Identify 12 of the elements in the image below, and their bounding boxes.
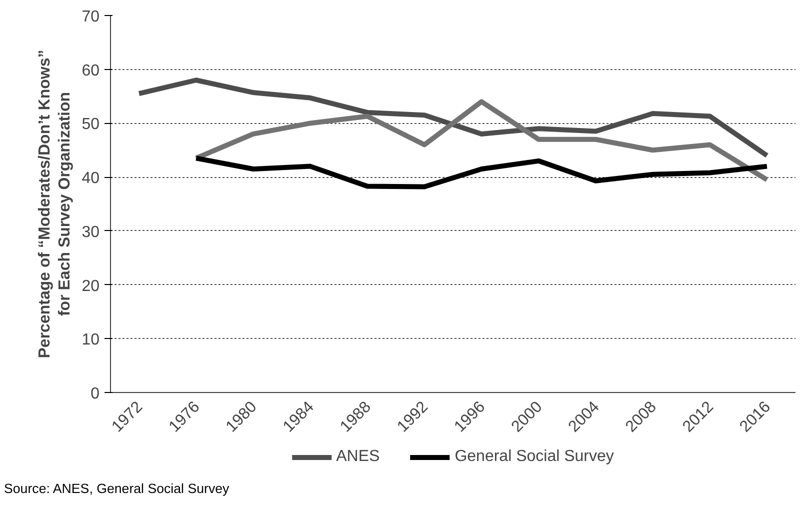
y-axis-title: Percentage of “Moderates/Don’t Knows” for Each Survey Organization [36, 50, 74, 358]
y-tick-label: 0 [90, 386, 100, 402]
y-tick-label: 30 [82, 224, 100, 241]
y-tick-label: 40 [82, 170, 100, 188]
y-tick-label: 60 [82, 62, 100, 80]
y-tick-label: 10 [82, 332, 100, 349]
legend-label: ANES [336, 448, 380, 466]
y-tick-label: 50 [82, 116, 100, 134]
legend-label: General Social Survey [454, 448, 614, 466]
y-tick-label: 20 [82, 278, 100, 295]
source-note: Source: ANES, General Social Survey [4, 480, 230, 498]
y-tick-label: 70 [82, 8, 100, 26]
